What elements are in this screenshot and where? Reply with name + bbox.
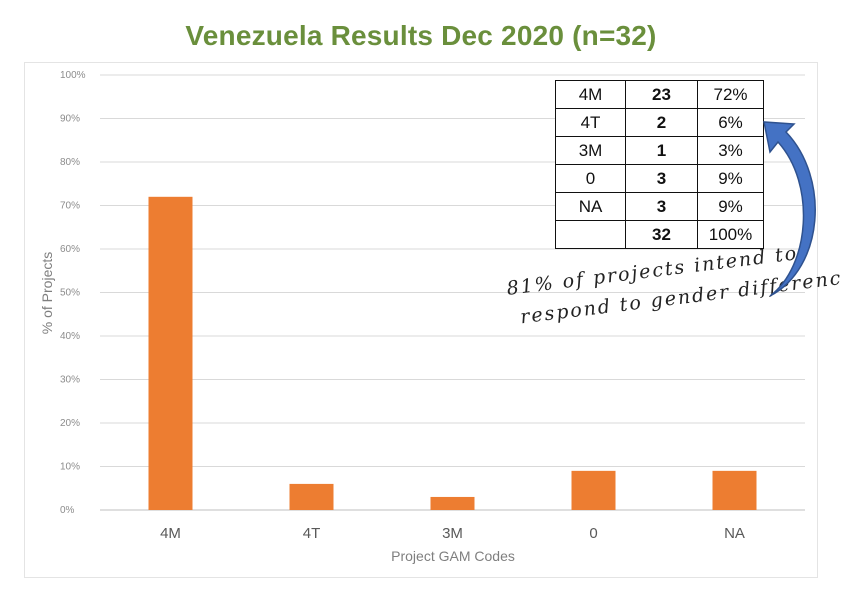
- y-tick-label: 20%: [60, 418, 80, 429]
- bar-4m: [148, 196, 193, 511]
- table-cell-count: 3: [625, 192, 698, 221]
- x-category-label: 0: [589, 525, 597, 542]
- x-category-label: 4T: [303, 525, 321, 542]
- table-cell-count: 3: [625, 164, 698, 193]
- y-tick-label: 50%: [60, 288, 80, 299]
- chart-frame: [24, 62, 818, 578]
- table-row: 32 100%: [555, 220, 764, 249]
- x-category-label: NA: [724, 525, 745, 542]
- x-category-labels: 4M 4T 3M 0 NA: [160, 525, 745, 542]
- summary-table: 4M 23 72% 4T 2 6% 3M 1 3% 0 3 9% NA 3 9% 32 100%: [555, 80, 764, 249]
- table-cell-code: 0: [555, 164, 626, 193]
- table-cell-code: 3M: [555, 136, 626, 165]
- table-row: 4M 23 72%: [555, 80, 764, 109]
- y-tick-labels: 0% 10% 20% 30% 40% 50% 60% 70% 80% 90% 100%: [60, 70, 86, 516]
- bar-4t: [289, 483, 334, 510]
- table-row: 0 3 9%: [555, 164, 764, 193]
- curved-arrow-icon: [763, 121, 816, 297]
- y-tick-label: 70%: [60, 201, 80, 212]
- y-tick-label: 80%: [60, 157, 80, 168]
- table-cell-count: 32: [625, 220, 698, 249]
- bar-0: [571, 470, 616, 510]
- table-row: 3M 1 3%: [555, 136, 764, 165]
- table-cell-count: 23: [625, 80, 698, 109]
- table-cell-percent: 9%: [697, 192, 764, 221]
- y-tick-label: 60%: [60, 244, 80, 255]
- table-cell-code: 4T: [555, 108, 626, 137]
- y-tick-label: 90%: [60, 114, 80, 125]
- curved-arrow-body: [763, 121, 816, 297]
- table-cell-percent: 3%: [697, 136, 764, 165]
- bar-na: [712, 470, 757, 510]
- bars: [148, 196, 757, 511]
- y-tick-label: 100%: [60, 70, 86, 81]
- table-cell-percent: 72%: [697, 80, 764, 109]
- y-tick-label: 40%: [60, 331, 80, 342]
- slide-title: Venezuela Results Dec 2020 (n=32): [185, 20, 657, 51]
- table-cell-count: 1: [625, 136, 698, 165]
- gridlines: [100, 74, 805, 511]
- y-axis-title: % of Projects: [39, 252, 55, 334]
- table-cell-percent: 6%: [697, 108, 764, 137]
- table-cell-percent: 100%: [697, 220, 764, 249]
- x-axis-title: Project GAM Codes: [391, 548, 515, 564]
- table-row: NA 3 9%: [555, 192, 764, 221]
- x-category-label: 4M: [160, 525, 181, 542]
- table-cell-count: 2: [625, 108, 698, 137]
- y-tick-label: 0%: [60, 505, 75, 516]
- table-cell-code: 4M: [555, 80, 626, 109]
- table-cell-code: [555, 220, 626, 249]
- y-tick-label: 30%: [60, 375, 80, 386]
- x-category-label: 3M: [442, 525, 463, 542]
- table-cell-percent: 9%: [697, 164, 764, 193]
- table-cell-code: NA: [555, 192, 626, 221]
- table-row: 4T 2 6%: [555, 108, 764, 137]
- bar-3m: [430, 496, 475, 510]
- y-tick-label: 10%: [60, 462, 80, 473]
